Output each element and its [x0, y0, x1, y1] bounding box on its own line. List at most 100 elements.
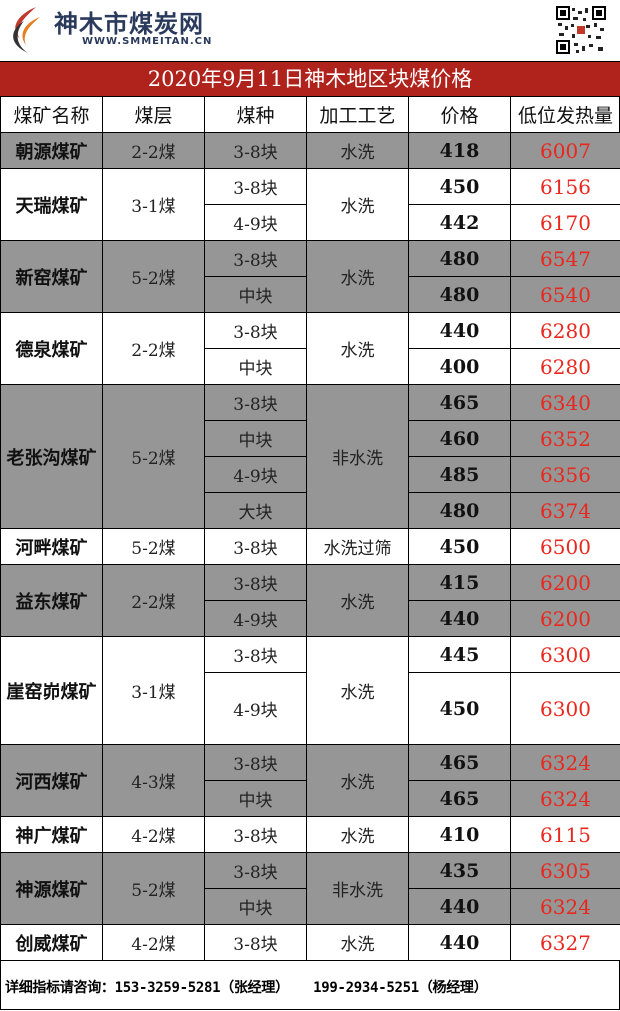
price-value: 465	[409, 781, 511, 817]
coal-type: 3-8块	[205, 565, 307, 601]
mine-name: 河畔煤矿	[1, 529, 103, 565]
coal-type: 3-8块	[205, 817, 307, 853]
coal-type: 3-8块	[205, 313, 307, 349]
process: 水洗	[307, 169, 409, 241]
process: 水洗	[307, 817, 409, 853]
coal-type: 3-8块	[205, 637, 307, 673]
process: 水洗过筛	[307, 529, 409, 565]
coal-type: 3-8块	[205, 925, 307, 961]
coal-type: 4-9块	[205, 205, 307, 241]
coal-seam: 5-2煤	[103, 241, 205, 313]
mine-name: 崖窑峁煤矿	[1, 637, 103, 745]
heat-value: 6300	[511, 637, 620, 673]
price-value: 442	[409, 205, 511, 241]
price-value: 415	[409, 565, 511, 601]
process: 水洗	[307, 133, 409, 169]
coal-type: 3-8块	[205, 745, 307, 781]
coal-type: 中块	[205, 889, 307, 925]
price-value: 400	[409, 349, 511, 385]
brand-name: 神木市煤炭网	[54, 4, 204, 39]
mine-name: 神源煤矿	[1, 853, 103, 925]
brand-url[interactable]: WWW.SMMEITAN.CN	[82, 36, 212, 47]
price-value: 440	[409, 313, 511, 349]
price-value: 445	[409, 637, 511, 673]
page-title: 2020年9月11日神木地区块煤价格	[0, 61, 620, 97]
coal-type: 3-8块	[205, 241, 307, 277]
price-value: 480	[409, 493, 511, 529]
coal-seam: 4-2煤	[103, 925, 205, 961]
col-header-type: 煤种	[205, 97, 307, 133]
mine-name: 创威煤矿	[1, 925, 103, 961]
header-row: 煤矿名称 煤层 煤种 加工工艺 价格 低位发热量	[1, 97, 620, 133]
price-value: 435	[409, 853, 511, 889]
process: 水洗	[307, 241, 409, 313]
price-value: 480	[409, 277, 511, 313]
coal-type: 中块	[205, 277, 307, 313]
coal-seam: 5-2煤	[103, 385, 205, 529]
coal-type: 中块	[205, 349, 307, 385]
process: 水洗	[307, 745, 409, 817]
price-value: 450	[409, 169, 511, 205]
heat-value: 6324	[511, 781, 620, 817]
price-value: 418	[409, 133, 511, 169]
process: 水洗	[307, 565, 409, 637]
coal-seam: 2-2煤	[103, 565, 205, 637]
qr-code-icon	[556, 6, 606, 54]
coal-seam: 3-1煤	[103, 637, 205, 745]
coal-seam: 5-2煤	[103, 529, 205, 565]
coal-seam: 2-2煤	[103, 133, 205, 169]
price-value: 450	[409, 673, 511, 745]
process: 水洗	[307, 925, 409, 961]
mine-name: 新窑煤矿	[1, 241, 103, 313]
coal-type: 大块	[205, 493, 307, 529]
flame-logo-icon	[6, 5, 50, 55]
col-header-mine: 煤矿名称	[1, 97, 103, 133]
coal-seam: 3-1煤	[103, 169, 205, 241]
mine-name: 神广煤矿	[1, 817, 103, 853]
price-value: 450	[409, 529, 511, 565]
process: 水洗	[307, 313, 409, 385]
coal-type: 3-8块	[205, 529, 307, 565]
coal-type: 3-8块	[205, 853, 307, 889]
mine-name: 德泉煤矿	[1, 313, 103, 385]
coal-seam: 4-2煤	[103, 817, 205, 853]
price-value: 485	[409, 457, 511, 493]
price-value: 440	[409, 925, 511, 961]
mine-name: 益东煤矿	[1, 565, 103, 637]
coal-seam: 2-2煤	[103, 313, 205, 385]
col-header-process: 加工工艺	[307, 97, 409, 133]
heat-value: 6200	[511, 601, 620, 637]
heat-value: 6305	[511, 853, 620, 889]
mine-name: 老张沟煤矿	[1, 385, 103, 529]
process: 非水洗	[307, 385, 409, 529]
price-value: 410	[409, 817, 511, 853]
coal-type: 4-9块	[205, 673, 307, 745]
price-value: 465	[409, 385, 511, 421]
process: 非水洗	[307, 853, 409, 925]
heat-value: 6115	[511, 817, 620, 853]
mine-name: 河西煤矿	[1, 745, 103, 817]
site-header: 神木市煤炭网 WWW.SMMEITAN.CN	[0, 0, 620, 61]
coal-type: 4-9块	[205, 457, 307, 493]
coal-type: 3-8块	[205, 133, 307, 169]
col-header-heat: 低位发热量	[511, 97, 620, 133]
contact-text: 详细指标请咨询：153-3259-5281（张经理） 199-2934-5251…	[5, 977, 487, 997]
coal-type: 3-8块	[205, 385, 307, 421]
heat-value: 6540	[511, 277, 620, 313]
heat-value: 6352	[511, 421, 620, 457]
price-value: 460	[409, 421, 511, 457]
col-header-price: 价格	[409, 97, 511, 133]
coal-seam: 4-3煤	[103, 745, 205, 817]
coal-type: 3-8块	[205, 169, 307, 205]
price-value: 440	[409, 889, 511, 925]
